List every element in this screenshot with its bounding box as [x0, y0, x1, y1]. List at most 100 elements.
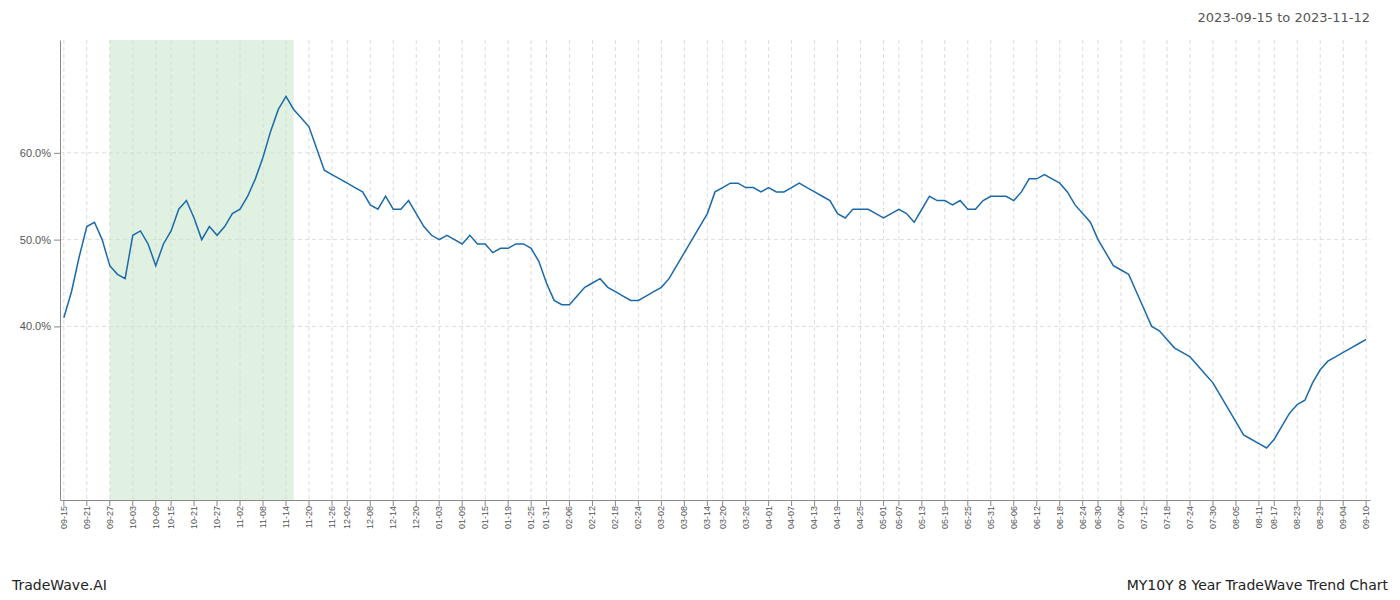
x-tick: 06-12: [1032, 500, 1042, 529]
x-tick: 12-08: [365, 500, 375, 529]
x-tick-label: 04-07: [786, 506, 796, 529]
grid-line: [592, 40, 593, 500]
x-tick-label: 08-29: [1315, 506, 1325, 529]
x-tick-label: 03-14: [702, 506, 712, 529]
grid-line: [707, 40, 708, 500]
x-tick: 07-24: [1185, 500, 1195, 529]
x-tick: 01-15: [480, 500, 490, 529]
x-tick-label: 11-26: [327, 506, 337, 528]
x-tick: 12-14: [388, 500, 398, 529]
x-tick-mark: [1258, 500, 1259, 506]
x-tick-label: 04-19: [832, 506, 842, 529]
x-tick: 06-30: [1093, 500, 1103, 529]
x-tick-mark: [308, 500, 309, 506]
x-tick-label: 09-04: [1338, 506, 1348, 529]
x-tick: 06-18: [1055, 500, 1065, 529]
x-tick-mark: [1235, 500, 1236, 506]
x-tick-mark: [1082, 500, 1083, 506]
x-tick-mark: [967, 500, 968, 506]
y-tick-mark: [54, 326, 60, 327]
x-tick-label: 06-18: [1055, 506, 1065, 529]
x-tick-label: 07-24: [1185, 506, 1195, 529]
x-tick-mark: [1212, 500, 1213, 506]
grid-line: [1036, 40, 1037, 500]
grid-line: [508, 40, 509, 500]
grid-line: [485, 40, 486, 500]
x-tick: 09-21: [82, 500, 92, 529]
x-tick: 09-27: [105, 500, 115, 529]
y-tick-mark: [54, 153, 60, 154]
footer-text: MY10Y 8 Year TradeWave Trend Chart: [1127, 577, 1389, 593]
x-tick-label: 12-20: [411, 506, 421, 529]
x-tick-mark: [416, 500, 417, 506]
shaded-region: [110, 40, 294, 500]
grid-line: [1343, 40, 1344, 500]
x-tick-mark: [1059, 500, 1060, 506]
x-tick-label: 06-12: [1032, 506, 1042, 529]
x-tick: 05-01: [878, 500, 888, 529]
x-tick: 08-29: [1315, 500, 1325, 529]
x-tick-mark: [63, 500, 64, 506]
y-tick-label: 60.0%: [20, 147, 51, 159]
grid-line: [531, 40, 532, 500]
x-tick: 01-31: [541, 500, 551, 529]
x-tick-label: 08-23: [1292, 506, 1302, 529]
x-tick-mark: [768, 500, 769, 506]
grid-line: [684, 40, 685, 500]
x-tick-label: 07-18: [1162, 506, 1172, 529]
grid-line: [1059, 40, 1060, 500]
plot: 09-1509-2109-2710-0310-0910-1510-2110-27…: [20, 40, 1371, 529]
x-tick-mark: [155, 500, 156, 506]
x-tick-mark: [1121, 500, 1122, 506]
grid-line: [370, 40, 371, 500]
x-tick: 03-14: [702, 500, 712, 529]
x-tick-mark: [546, 500, 547, 506]
x-tick-mark: [1189, 500, 1190, 506]
x-tick-label: 07-12: [1139, 506, 1149, 529]
grid-line: [1297, 40, 1298, 500]
x-tick-label: 01-31: [541, 506, 551, 529]
y-axis: 40.0%50.0%60.0%: [20, 41, 61, 501]
grid-line: [898, 40, 899, 500]
x-tick-label: 05-25: [963, 506, 973, 529]
x-tick: 07-06: [1116, 500, 1126, 529]
grid-line: [745, 40, 746, 500]
x-tick: 10-21: [189, 500, 199, 529]
grid-line: [393, 40, 394, 500]
x-tick-label: 09-10: [1361, 506, 1371, 529]
grid-line: [1274, 40, 1275, 500]
grid-line: [1212, 40, 1213, 500]
grid-line: [63, 40, 64, 500]
x-tick-mark: [171, 500, 172, 506]
x-tick: 10-27: [212, 500, 222, 529]
x-tick-label: 01-19: [503, 506, 513, 529]
grid-line: [791, 40, 792, 500]
x-tick-label: 10-27: [212, 506, 222, 529]
x-tick-label: 02-12: [587, 506, 597, 529]
x-tick-label: 02-18: [610, 506, 620, 529]
grid-line: [860, 40, 861, 500]
x-tick-label: 06-30: [1093, 506, 1103, 529]
x-tick-mark: [285, 500, 286, 506]
x-tick-label: 06-06: [1009, 506, 1019, 529]
grid-line: [921, 40, 922, 500]
x-tick-mark: [898, 500, 899, 506]
x-tick-mark: [1036, 500, 1037, 506]
x-tick: 08-11: [1254, 500, 1264, 528]
grid-line: [615, 40, 616, 500]
x-tick: 02-06: [564, 500, 574, 529]
grid-line: [546, 40, 547, 500]
x-tick: 09-15: [59, 500, 69, 529]
x-tick: 02-12: [587, 500, 597, 529]
x-tick-mark: [86, 500, 87, 506]
x-tick-mark: [990, 500, 991, 506]
x-tick: 03-20: [718, 500, 728, 529]
x-tick-mark: [1166, 500, 1167, 506]
x-tick: 05-25: [963, 500, 973, 529]
x-tick-label: 03-26: [741, 506, 751, 529]
x-tick: 03-26: [741, 500, 751, 529]
grid-line: [331, 40, 332, 500]
x-tick-mark: [883, 500, 884, 506]
x-tick-mark: [1297, 500, 1298, 506]
y-tick-label: 50.0%: [20, 234, 51, 246]
